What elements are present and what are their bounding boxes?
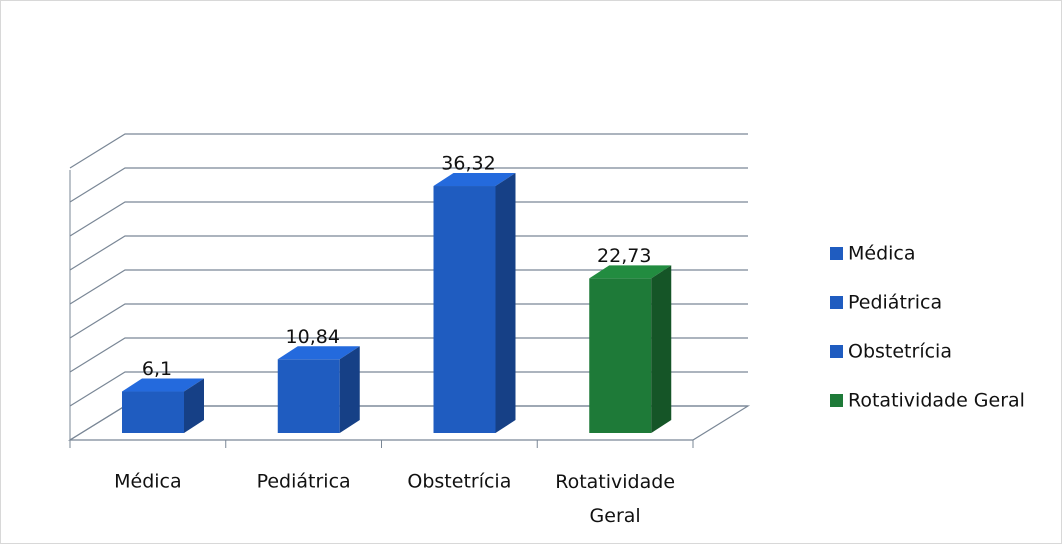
- bar-side: [339, 346, 360, 433]
- bar-side: [495, 173, 516, 434]
- grid-line: [69, 201, 748, 237]
- bar-top: [277, 346, 360, 360]
- legend-label: Rotatividade Geral: [848, 390, 1025, 412]
- x-tick-label: Rotatividade Geral: [555, 471, 675, 527]
- legend-label: Obstetrícia: [848, 341, 952, 363]
- grid-line: [69, 133, 748, 169]
- grid-line: [69, 269, 748, 305]
- x-tick-label: Pediátrica: [257, 471, 351, 493]
- bar-side: [184, 378, 204, 433]
- bar-front: [589, 278, 652, 433]
- bar: [277, 346, 360, 433]
- legend-label: Médica: [848, 243, 916, 265]
- bar-front: [433, 186, 496, 433]
- bar: [433, 173, 516, 434]
- legend-swatch: [830, 345, 843, 358]
- grid-line: [69, 235, 748, 271]
- bar-top: [589, 265, 672, 279]
- bar: [589, 265, 672, 433]
- bar-top: [122, 378, 204, 392]
- data-label: 6,1: [142, 358, 172, 380]
- grid-line: [69, 371, 748, 407]
- legend-swatch: [830, 296, 843, 309]
- legend-label: Pediátrica: [848, 292, 942, 314]
- bar-front: [122, 391, 184, 433]
- grid-line: [69, 337, 748, 373]
- grid-line: [69, 167, 748, 203]
- data-label: 22,73: [597, 245, 651, 267]
- bar-side: [651, 265, 672, 433]
- bar-front: [277, 359, 340, 433]
- x-tick-label: Médica: [114, 471, 182, 493]
- data-label: 10,84: [286, 326, 340, 348]
- legend-swatch: [830, 247, 843, 260]
- x-tick-label: Obstetrícia: [407, 471, 511, 493]
- bar-top: [433, 173, 516, 187]
- legend-swatch: [830, 394, 843, 407]
- grid-line: [69, 303, 748, 339]
- data-label: 36,32: [441, 153, 495, 175]
- bar: [122, 378, 204, 433]
